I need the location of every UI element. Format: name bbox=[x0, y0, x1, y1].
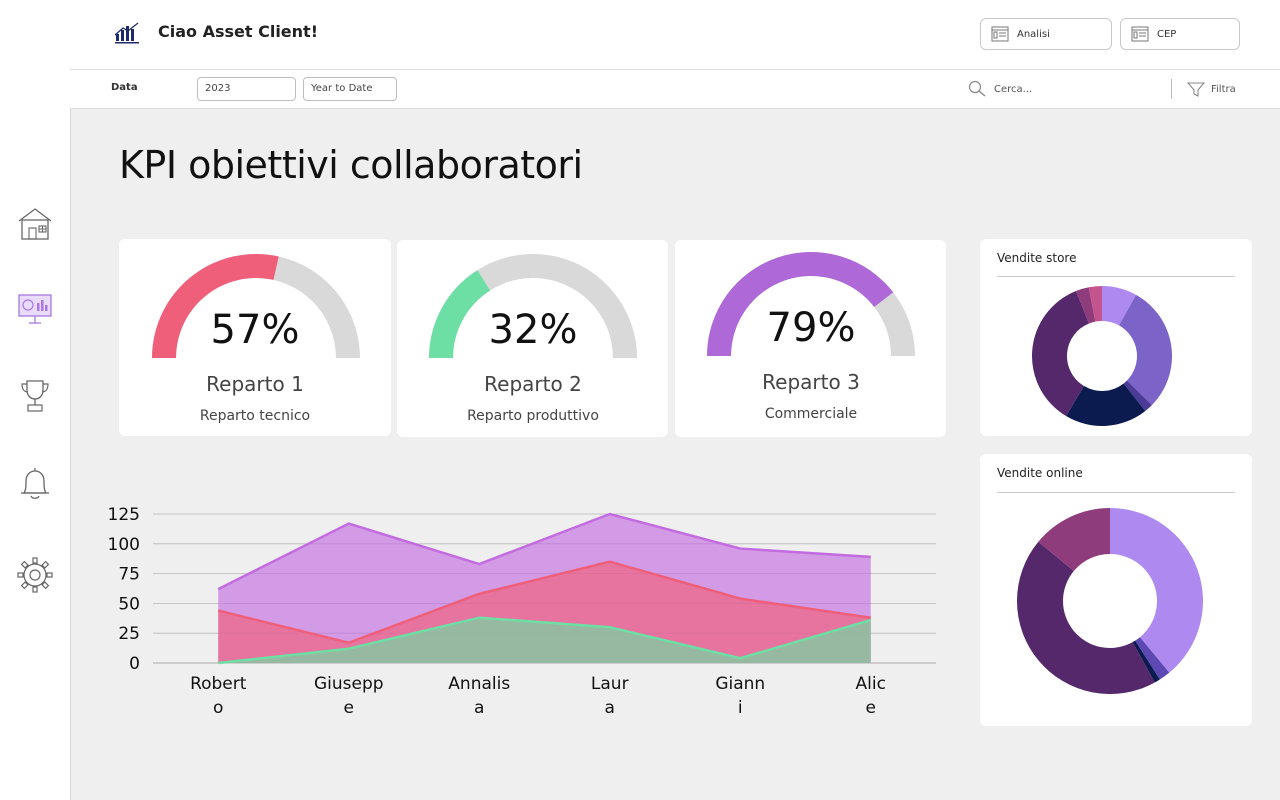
funnel-icon bbox=[1187, 81, 1205, 97]
kpi-value-2: 32% bbox=[398, 307, 668, 353]
divider bbox=[997, 276, 1235, 277]
search-icon bbox=[968, 80, 988, 98]
filter-label: Filtra bbox=[1211, 84, 1236, 95]
filter-button[interactable]: Filtra bbox=[1187, 81, 1236, 97]
analisi-label: Analisi bbox=[1017, 29, 1050, 40]
bell-icon[interactable] bbox=[16, 466, 54, 502]
page-title: KPI obiettivi collaboratori bbox=[119, 143, 583, 187]
report-icon bbox=[991, 26, 1009, 42]
y-tick-label: 125 bbox=[108, 505, 140, 525]
kpi-subtitle-1: Reparto tecnico bbox=[120, 408, 390, 424]
y-tick-label: 100 bbox=[108, 535, 140, 555]
analisi-button[interactable]: Analisi bbox=[980, 18, 1112, 50]
period-select[interactable]: Year to Date bbox=[303, 77, 397, 101]
trophy-icon[interactable] bbox=[16, 378, 54, 414]
x-tick-label: Alic bbox=[856, 674, 886, 694]
x-tick-label: Annalis bbox=[448, 674, 510, 694]
y-tick-label: 0 bbox=[129, 654, 140, 674]
kpi-name-3: Reparto 3 bbox=[676, 370, 946, 394]
area-chart: 0 25 50 75 100 125 Robert o Giusepp e Annalis a Lau… bbox=[100, 500, 950, 730]
x-tick-label: Robert bbox=[190, 674, 247, 694]
logo-icon bbox=[113, 20, 141, 46]
y-tick-label: 50 bbox=[118, 594, 140, 614]
cep-label: CEP bbox=[1157, 29, 1176, 40]
online-sales-donut bbox=[1015, 506, 1205, 696]
home-icon[interactable] bbox=[16, 206, 54, 242]
kpi-name-2: Reparto 2 bbox=[398, 372, 668, 396]
x-tick-label: e bbox=[866, 698, 876, 718]
cep-button[interactable]: CEP bbox=[1120, 18, 1240, 50]
kpi-subtitle-3: Commerciale bbox=[676, 406, 946, 422]
y-tick-label: 25 bbox=[118, 624, 140, 644]
sidebar bbox=[0, 0, 71, 800]
store-sales-donut bbox=[1030, 284, 1174, 428]
x-tick-label: a bbox=[474, 698, 484, 718]
x-tick-label: Giusepp bbox=[314, 674, 384, 694]
divider bbox=[997, 492, 1235, 493]
x-tick-label: Giann bbox=[715, 674, 765, 694]
x-tick-label: e bbox=[344, 698, 354, 718]
report-icon bbox=[1131, 26, 1149, 42]
kpi-name-1: Reparto 1 bbox=[120, 372, 390, 396]
search-box[interactable]: Cerca... bbox=[968, 80, 1032, 98]
kpi-value-3: 79% bbox=[676, 305, 946, 351]
x-tick-label: o bbox=[213, 698, 223, 718]
store-sales-title: Vendite store bbox=[997, 251, 1076, 265]
greeting-title: Ciao Asset Client! bbox=[158, 22, 318, 41]
kpi-subtitle-2: Reparto produttivo bbox=[398, 408, 668, 424]
divider bbox=[1171, 79, 1172, 99]
x-tick-label: a bbox=[605, 698, 615, 718]
gear-icon[interactable] bbox=[16, 556, 54, 594]
kpi-value-1: 57% bbox=[120, 307, 390, 353]
y-tick-label: 75 bbox=[118, 565, 140, 585]
dashboard-icon[interactable] bbox=[16, 292, 54, 326]
x-tick-label: Laur bbox=[591, 674, 629, 694]
x-tick-label: i bbox=[738, 698, 743, 718]
year-select[interactable]: 2023 bbox=[197, 77, 296, 101]
search-input[interactable]: Cerca... bbox=[994, 84, 1032, 95]
online-sales-title: Vendite online bbox=[997, 466, 1083, 480]
data-label: Data bbox=[111, 82, 138, 93]
pie-slice bbox=[1017, 542, 1155, 694]
